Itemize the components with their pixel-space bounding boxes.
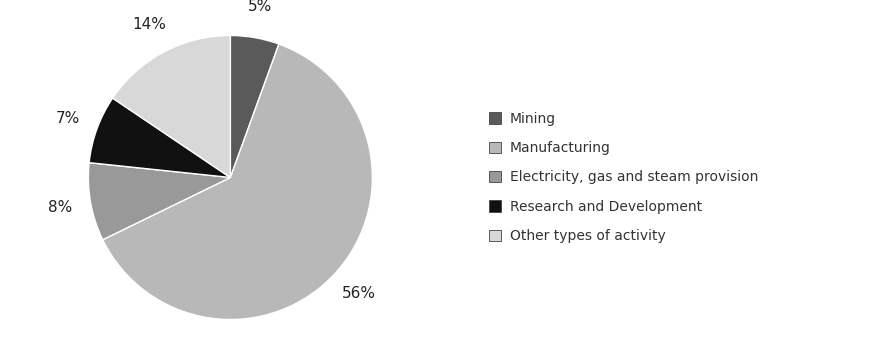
Text: 8%: 8%: [48, 200, 72, 215]
Text: 14%: 14%: [132, 17, 166, 32]
Text: 56%: 56%: [342, 286, 376, 301]
Wedge shape: [89, 163, 230, 240]
Wedge shape: [103, 44, 372, 320]
Text: 5%: 5%: [248, 0, 273, 15]
Wedge shape: [113, 36, 230, 178]
Text: 7%: 7%: [56, 111, 80, 126]
Wedge shape: [230, 36, 279, 178]
Legend: Mining, Manufacturing, Electricity, gas and steam provision, Research and Develo: Mining, Manufacturing, Electricity, gas …: [489, 112, 758, 243]
Wedge shape: [89, 98, 230, 178]
